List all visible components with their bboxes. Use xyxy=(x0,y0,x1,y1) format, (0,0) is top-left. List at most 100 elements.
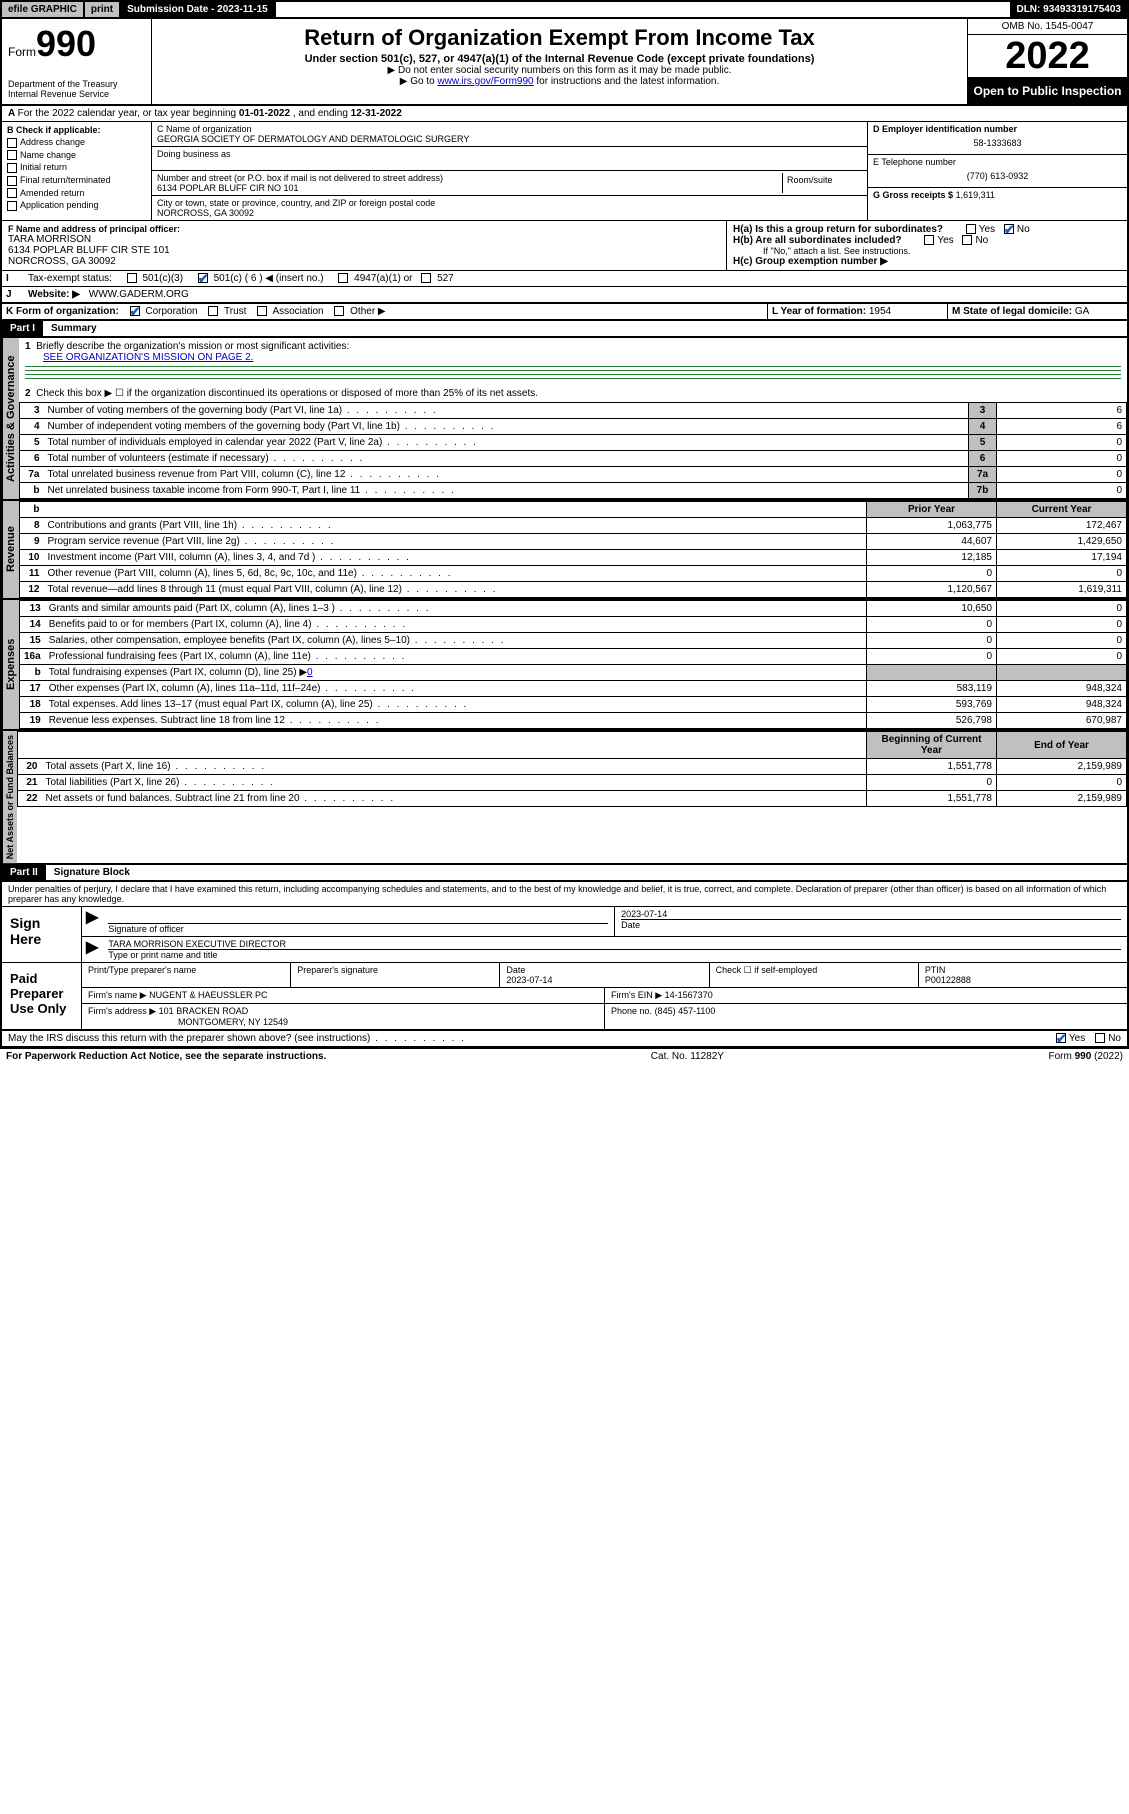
vtab-governance: Activities & Governance xyxy=(2,338,19,499)
h-b-note: If "No," attach a list. See instructions… xyxy=(733,246,1121,256)
top-bar: efile GRAPHIC print Submission Date - 20… xyxy=(0,0,1129,19)
app-pending-checkbox[interactable] xyxy=(7,201,17,211)
firm-addr2: MONTGOMERY, NY 12549 xyxy=(178,1017,288,1027)
irs-link[interactable]: www.irs.gov/Form990 xyxy=(437,76,533,87)
hb-yes-checkbox[interactable] xyxy=(924,235,934,245)
firm-phone-label: Phone no. xyxy=(611,1006,652,1016)
officer-addr2: NORCROSS, GA 30092 xyxy=(8,256,720,267)
prep-sig-label: Preparer's signature xyxy=(297,965,378,975)
ha-no-checkbox[interactable] xyxy=(1004,224,1014,234)
sign-here-label: Sign Here xyxy=(2,907,82,962)
table-row: 19Revenue less expenses. Subtract line 1… xyxy=(20,713,1127,729)
prep-name-label: Print/Type preparer's name xyxy=(88,965,196,975)
section-klm: K Form of organization: Corporation Trus… xyxy=(0,304,1129,321)
page-footer: For Paperwork Reduction Act Notice, see … xyxy=(0,1048,1129,1064)
firm-addr-label: Firm's address ▶ xyxy=(88,1006,156,1016)
efile-button[interactable]: efile GRAPHIC xyxy=(2,2,85,17)
table-row: 21Total liabilities (Part X, line 26)00 xyxy=(18,775,1127,791)
org-name: GEORGIA SOCIETY OF DERMATOLOGY AND DERMA… xyxy=(157,134,862,144)
table-row: 20Total assets (Part X, line 16)1,551,77… xyxy=(18,759,1127,775)
section-i: I Tax-exempt status: 501(c)(3) 501(c) ( … xyxy=(0,271,1129,287)
begin-year-header: Beginning of Current Year xyxy=(867,732,997,759)
section-b-label: B Check if applicable: xyxy=(7,125,146,135)
firm-name-label: Firm's name ▶ xyxy=(88,990,147,1000)
ptin-value: P00122888 xyxy=(925,975,971,985)
name-change-checkbox[interactable] xyxy=(7,150,17,160)
table-row: 4Number of independent voting members of… xyxy=(20,419,1127,435)
self-emp-label: Check ☐ if self-employed xyxy=(716,965,818,975)
initial-return-checkbox[interactable] xyxy=(7,163,17,173)
ha-yes-checkbox[interactable] xyxy=(966,224,976,234)
501c-checkbox[interactable] xyxy=(198,273,208,283)
footer-left: For Paperwork Reduction Act Notice, see … xyxy=(6,1051,326,1062)
form-number: 990 xyxy=(36,23,96,64)
open-inspection-label: Open to Public Inspection xyxy=(968,78,1127,104)
officer-addr1: 6134 POPLAR BLUFF CIR STE 101 xyxy=(8,245,720,256)
h-c: H(c) Group exemption number ▶ xyxy=(733,256,1121,267)
addr-change-checkbox[interactable] xyxy=(7,138,17,148)
section-j: J Website: ▶ WWW.GADERM.ORG xyxy=(0,287,1129,304)
firm-phone: (845) 457-1100 xyxy=(655,1006,716,1016)
arrow-icon: ▶ xyxy=(82,907,102,936)
table-row: 12Total revenue—add lines 8 through 11 (… xyxy=(20,582,1127,598)
ptin-label: PTIN xyxy=(925,965,946,975)
officer-label: F Name and address of principal officer: xyxy=(8,224,720,234)
officer-sig-name: TARA MORRISON EXECUTIVE DIRECTOR xyxy=(108,939,1121,949)
discuss-label: May the IRS discuss this return with the… xyxy=(8,1033,1056,1044)
discuss-yes-checkbox[interactable] xyxy=(1056,1033,1066,1043)
line-2-label: Check this box ▶ ☐ if the organization d… xyxy=(36,388,538,399)
4947-checkbox[interactable] xyxy=(338,273,348,283)
mission-link[interactable]: SEE ORGANIZATION'S MISSION ON PAGE 2. xyxy=(43,352,253,363)
sig-date: 2023-07-14 xyxy=(621,909,1121,919)
part-2-header: Part II Signature Block xyxy=(0,865,1129,882)
prior-year-header: Prior Year xyxy=(867,502,997,518)
section-fh: F Name and address of principal officer:… xyxy=(0,221,1129,271)
org-address: 6134 POPLAR BLUFF CIR NO 101 xyxy=(157,183,782,193)
form-title: Return of Organization Exempt From Incom… xyxy=(156,25,963,51)
line-16b-label: Total fundraising expenses (Part IX, col… xyxy=(49,667,307,678)
table-row: bNet unrelated business taxable income f… xyxy=(20,483,1127,499)
amended-return-checkbox[interactable] xyxy=(7,188,17,198)
other-checkbox[interactable] xyxy=(334,306,344,316)
527-checkbox[interactable] xyxy=(421,273,431,283)
room-label: Room/suite xyxy=(787,175,858,185)
print-button[interactable]: print xyxy=(85,2,121,17)
h-b: H(b) Are all subordinates included? Yes … xyxy=(733,235,1121,246)
gross-value: 1,619,311 xyxy=(956,190,995,200)
table-row: 10Investment income (Part VIII, column (… xyxy=(20,550,1127,566)
submission-date-label: Submission Date - 2023-11-15 xyxy=(121,2,276,17)
form-subtitle-3: ▶ Go to www.irs.gov/Form990 for instruct… xyxy=(156,76,963,87)
table-row: 18Total expenses. Add lines 13–17 (must … xyxy=(20,697,1127,713)
paid-preparer-label: Paid Preparer Use Only xyxy=(2,963,82,1029)
hb-no-checkbox[interactable] xyxy=(962,235,972,245)
501c3-checkbox[interactable] xyxy=(127,273,137,283)
sig-officer-label: Signature of officer xyxy=(108,924,183,934)
table-row: 9Program service revenue (Part VIII, lin… xyxy=(20,534,1127,550)
firm-ein-label: Firm's EIN ▶ xyxy=(611,990,662,1000)
form-subtitle-1: Under section 501(c), 527, or 4947(a)(1)… xyxy=(156,53,963,65)
gross-label: G Gross receipts $ xyxy=(873,190,953,200)
assoc-checkbox[interactable] xyxy=(257,306,267,316)
line-16b-value: 0 xyxy=(307,667,313,678)
ein-value: 58-1333683 xyxy=(873,134,1122,152)
firm-addr1: 101 BRACKEN ROAD xyxy=(159,1006,249,1016)
officer-name: TARA MORRISON xyxy=(8,234,720,245)
part-2-title: Signature Block xyxy=(46,865,138,880)
section-deg: D Employer identification number 58-1333… xyxy=(867,122,1127,220)
tax-status-label: Tax-exempt status: xyxy=(28,273,112,284)
form-subtitle-2: ▶ Do not enter social security numbers o… xyxy=(156,65,963,76)
discuss-no-checkbox[interactable] xyxy=(1095,1033,1105,1043)
table-row: 22Net assets or fund balances. Subtract … xyxy=(18,791,1127,807)
vtab-expenses: Expenses xyxy=(2,600,19,729)
h-a: H(a) Is this a group return for subordin… xyxy=(733,224,1121,235)
final-return-checkbox[interactable] xyxy=(7,176,17,186)
penalty-statement: Under penalties of perjury, I declare th… xyxy=(0,882,1129,906)
trust-checkbox[interactable] xyxy=(208,306,218,316)
table-row: 15Salaries, other compensation, employee… xyxy=(20,633,1127,649)
footer-right: Form 990 (2022) xyxy=(1049,1051,1123,1062)
entity-section: B Check if applicable: Address change Na… xyxy=(0,122,1129,221)
footer-mid: Cat. No. 11282Y xyxy=(651,1051,724,1062)
dln-label: DLN: 93493319175403 xyxy=(1010,2,1127,17)
corp-checkbox[interactable] xyxy=(130,306,140,316)
table-row: 6Total number of volunteers (estimate if… xyxy=(20,451,1127,467)
